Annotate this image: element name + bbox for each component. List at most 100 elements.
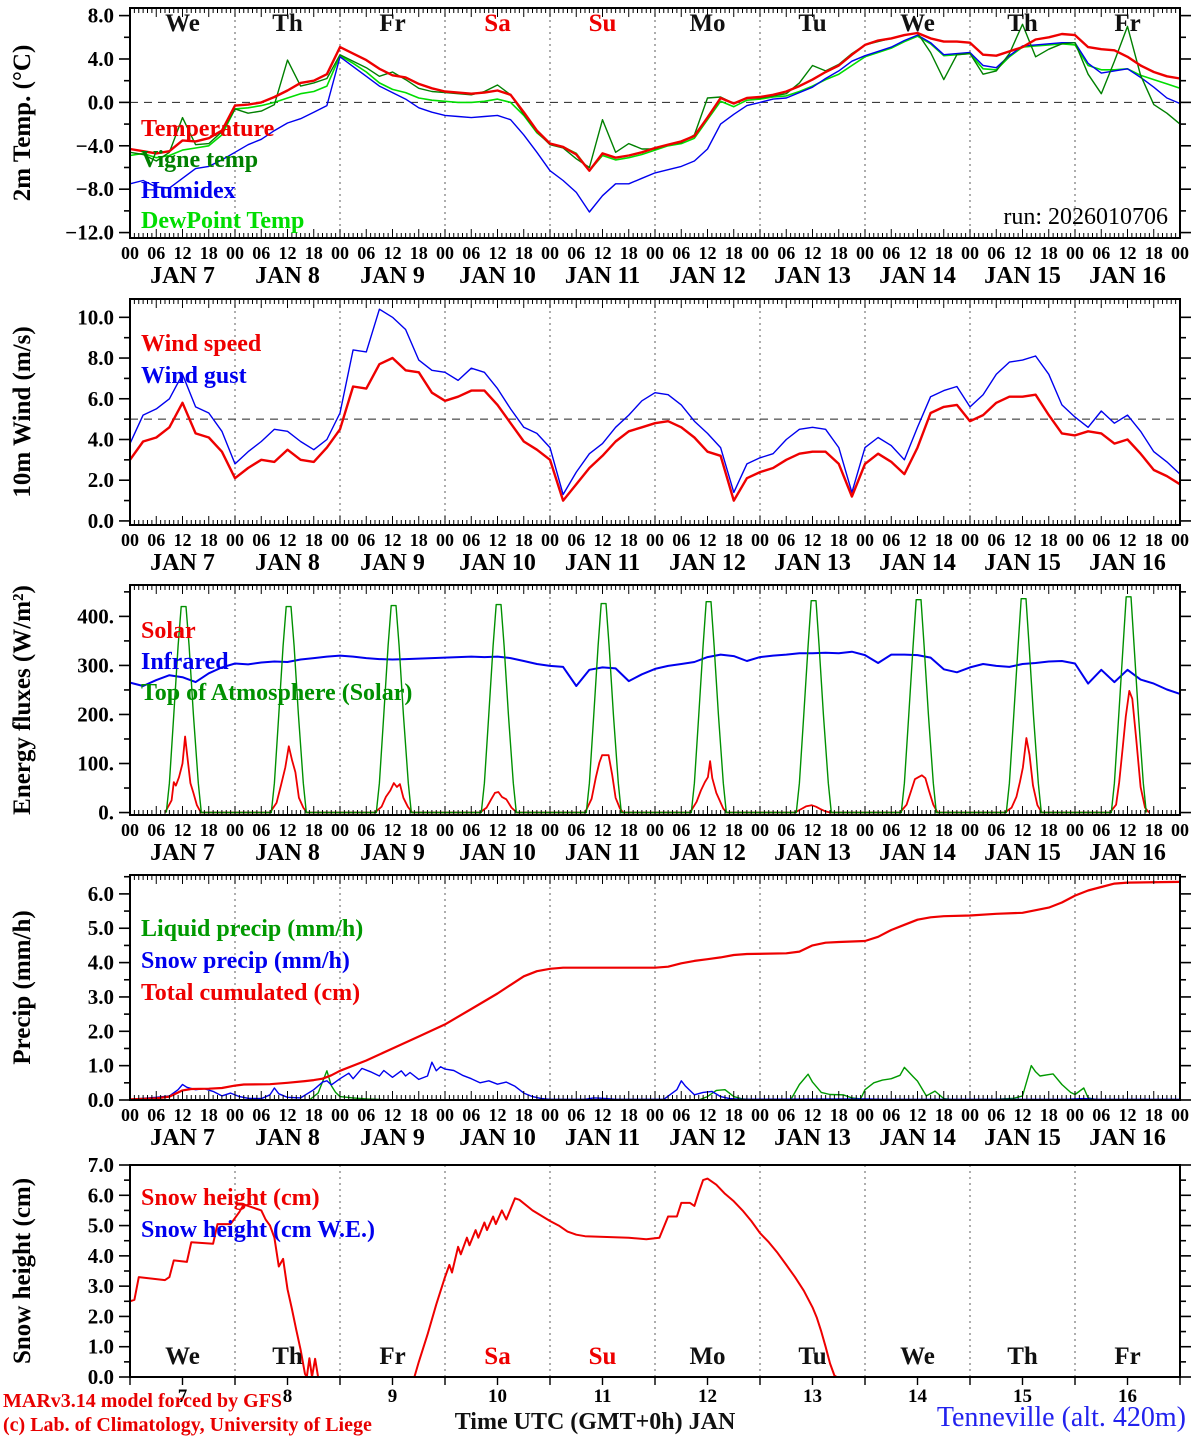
hour-label: 00 xyxy=(1066,1105,1084,1125)
weekday-label: Th xyxy=(1007,10,1038,37)
hour-label: 06 xyxy=(252,1105,270,1125)
hour-label: 06 xyxy=(357,1105,375,1125)
hour-label: 18 xyxy=(935,1105,953,1125)
hour-label: 18 xyxy=(305,243,323,263)
ytick-label: 0.0 xyxy=(88,1088,114,1112)
hour-label: 06 xyxy=(672,530,690,550)
hour-label: 18 xyxy=(410,820,428,840)
legend-snow_height: Snow height (cm W.E.) xyxy=(141,1217,375,1243)
hour-label: 00 xyxy=(646,530,664,550)
hour-label: 12 xyxy=(594,243,612,263)
ytick-label: 4.0 xyxy=(88,47,114,71)
day-number-label: 16 xyxy=(1118,1386,1137,1407)
series-infrared xyxy=(129,650,1181,695)
y-axis-title: 2m Temp. (°C) xyxy=(9,45,36,202)
date-label: JAN 12 xyxy=(669,840,746,866)
day-number-label: 12 xyxy=(698,1386,717,1407)
hour-label: 00 xyxy=(751,1105,769,1125)
hour-label: 18 xyxy=(515,530,533,550)
date-label: JAN 15 xyxy=(984,263,1061,289)
series-snow_height xyxy=(129,1177,1180,1378)
date-label: JAN 7 xyxy=(150,1125,215,1151)
date-label: JAN 10 xyxy=(459,1125,536,1151)
date-label: JAN 10 xyxy=(459,263,536,289)
weekday-label: Tu xyxy=(798,1343,826,1370)
hour-label: 12 xyxy=(594,1105,612,1125)
hour-label: 06 xyxy=(462,243,480,263)
ytick-label: −8.0 xyxy=(76,177,114,201)
legend-snow_height: Snow height (cm) xyxy=(141,1185,320,1211)
weekday-label: Su xyxy=(589,1343,617,1370)
hour-label: 06 xyxy=(147,820,165,840)
date-label: JAN 8 xyxy=(255,840,320,866)
day-number-label: 11 xyxy=(594,1386,612,1407)
hour-label: 00 xyxy=(646,820,664,840)
date-label: JAN 13 xyxy=(774,263,851,289)
hour-label: 12 xyxy=(909,530,927,550)
hour-label: 00 xyxy=(226,530,244,550)
ytick-label: 400. xyxy=(77,604,114,628)
ytick-label: 4.0 xyxy=(88,951,114,975)
hour-label: 12 xyxy=(804,1105,822,1125)
hour-label: 18 xyxy=(305,820,323,840)
hour-label: 06 xyxy=(462,1105,480,1125)
hour-label: 06 xyxy=(1092,530,1110,550)
date-label: JAN 11 xyxy=(565,1125,640,1151)
hour-label: 00 xyxy=(751,243,769,263)
weekday-label: Sa xyxy=(484,1343,511,1370)
hour-label: 18 xyxy=(410,530,428,550)
date-label: JAN 11 xyxy=(565,550,640,576)
y-axis-title: 10m Wind (m/s) xyxy=(9,326,36,497)
hour-label: 06 xyxy=(147,1105,165,1125)
hour-label: 12 xyxy=(594,530,612,550)
hour-label: 18 xyxy=(515,820,533,840)
weekday-label: We xyxy=(165,10,200,37)
ytick-label: −12.0 xyxy=(65,221,114,245)
ytick-label: 5.0 xyxy=(88,1214,114,1238)
hour-label: 06 xyxy=(462,820,480,840)
weekday-label: We xyxy=(165,1343,200,1370)
weekday-label: Su xyxy=(589,10,617,37)
hour-label: 18 xyxy=(1040,243,1058,263)
hour-label: 00 xyxy=(961,1105,979,1125)
hour-label: 12 xyxy=(1014,1105,1032,1125)
weekday-label: Mo xyxy=(689,1343,725,1370)
hour-label: 12 xyxy=(279,820,297,840)
date-label: JAN 15 xyxy=(984,840,1061,866)
legend-temp2m: Humidex xyxy=(141,178,236,204)
hour-label: 00 xyxy=(961,530,979,550)
series-wind_speed xyxy=(129,356,1181,502)
hour-label: 06 xyxy=(567,243,585,263)
weekday-label: Fr xyxy=(1114,1343,1140,1370)
weekday-label: Mo xyxy=(689,10,725,37)
ytick-label: 6.0 xyxy=(88,387,114,411)
hour-label: 12 xyxy=(489,243,507,263)
hour-label: 06 xyxy=(357,530,375,550)
ytick-label: 2.0 xyxy=(88,468,114,492)
hour-label: 18 xyxy=(305,1105,323,1125)
hour-label: 12 xyxy=(489,1105,507,1125)
weekday-label: Th xyxy=(272,10,303,37)
hour-label: 00 xyxy=(226,1105,244,1125)
hour-label: 18 xyxy=(1145,820,1163,840)
hour-label: 12 xyxy=(1014,820,1032,840)
weekday-label: Fr xyxy=(1114,10,1140,37)
hour-label: 00 xyxy=(121,820,139,840)
legend-temp2m: Temperature xyxy=(141,116,275,142)
date-label: JAN 14 xyxy=(879,1125,956,1151)
legend-precip: Total cumulated (cm) xyxy=(141,980,360,1006)
legend-temp2m: DewPoint Temp xyxy=(141,208,304,234)
date-label: JAN 11 xyxy=(565,840,640,866)
hour-label: 12 xyxy=(174,1105,192,1125)
date-label: JAN 15 xyxy=(984,1125,1061,1151)
hour-label: 00 xyxy=(121,1105,139,1125)
hour-label: 12 xyxy=(489,820,507,840)
hour-label: 00 xyxy=(1171,530,1189,550)
hour-label: 18 xyxy=(620,820,638,840)
legend-wind10m: Wind gust xyxy=(141,363,247,389)
weekday-label: Fr xyxy=(379,1343,405,1370)
hour-label: 06 xyxy=(987,820,1005,840)
hour-label: 06 xyxy=(252,820,270,840)
date-label: JAN 14 xyxy=(879,263,956,289)
date-label: JAN 13 xyxy=(774,840,851,866)
